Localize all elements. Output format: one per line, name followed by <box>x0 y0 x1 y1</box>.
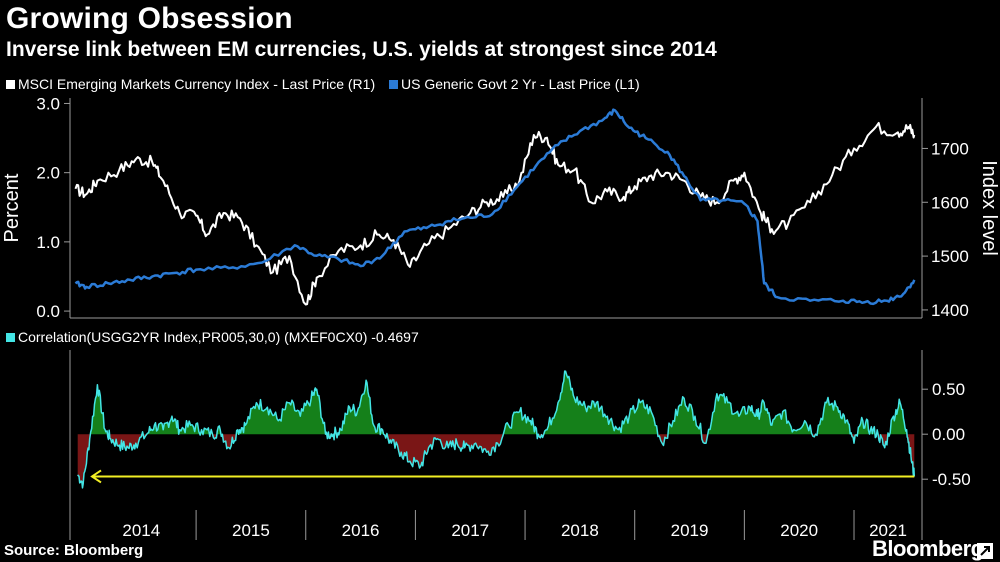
series-line-msci <box>74 121 916 306</box>
right-axis-label: Index level <box>978 160 1000 256</box>
x-category-label: 2021 <box>869 521 907 540</box>
legend-label-ust2y: US Generic Govt 2 Yr - Last Price (L1) <box>401 76 640 92</box>
corr-tick-label: 0.50 <box>932 380 965 399</box>
left-tick-label: 0.0 <box>36 302 60 321</box>
bloomberg-logo: Bloomberg <box>872 536 984 561</box>
x-category-label: 2017 <box>451 521 489 540</box>
legend-label-correlation: Correlation(USGG2YR Index,PR005,30,0) (M… <box>18 329 419 345</box>
left-tick-label: 1.0 <box>36 233 60 252</box>
legend-label-msci: MSCI Emerging Markets Currency Index - L… <box>18 76 376 92</box>
bloomberg-logo-icon <box>977 543 993 559</box>
x-category-label: 2015 <box>232 521 270 540</box>
x-category-label: 2014 <box>122 521 160 540</box>
bottom-panel: 0.500.00-0.50 2014 2015 2016 2017 2018 2019 20… <box>69 350 971 540</box>
left-tick-label: 2.0 <box>36 164 60 183</box>
chart-subtitle: Inverse link between EM currencies, U.S.… <box>6 38 717 61</box>
x-category-label: 2019 <box>671 521 709 540</box>
right-tick-label: 1500 <box>931 247 969 266</box>
corr-tick-label: -0.50 <box>932 470 971 489</box>
legend-swatch-cyan <box>6 333 15 342</box>
correlation-line <box>77 370 916 489</box>
bottom-axis-ticks: 0.50 0.00 -0.50 <box>922 380 971 489</box>
correlation-positive-area <box>77 371 915 435</box>
top-axis-ticks: 3.0 2.0 1.0 0.0 1700 1600 1500 1400 <box>36 94 968 321</box>
right-tick-label: 1600 <box>931 193 969 212</box>
right-tick-label: 1400 <box>931 301 969 320</box>
latest-value-arrowhead <box>90 469 102 484</box>
left-tick-label: 3.0 <box>36 94 60 113</box>
right-tick-label: 1700 <box>931 139 969 158</box>
x-category-label: 2018 <box>561 521 599 540</box>
legend-swatch-blue <box>389 80 398 89</box>
legend-item-msci: MSCI Emerging Markets Currency Index - L… <box>6 76 375 92</box>
source-note: Source: Bloomberg <box>4 542 144 559</box>
x-category-label: 2020 <box>780 521 818 540</box>
series-line-ust2y <box>74 108 916 306</box>
legend-swatch-white <box>6 80 15 89</box>
left-axis-label: Percent <box>1 173 23 242</box>
x-category-label: 2016 <box>342 521 380 540</box>
top-legend: MSCI Emerging Markets Currency Index - L… <box>6 76 650 92</box>
x-axis-categories: 2014 2015 2016 2017 2018 2019 2020 2021 <box>122 510 907 540</box>
bottom-legend: Correlation(USGG2YR Index,PR005,30,0) (M… <box>6 329 419 345</box>
top-panel: 3.0 2.0 1.0 0.0 1700 1600 1500 1400 Percent Ind… <box>1 94 1000 321</box>
corr-tick-label: 0.00 <box>932 425 965 444</box>
legend-item-ust2y: US Generic Govt 2 Yr - Last Price (L1) <box>389 76 640 92</box>
chart-title: Growing Obsession <box>6 2 293 35</box>
